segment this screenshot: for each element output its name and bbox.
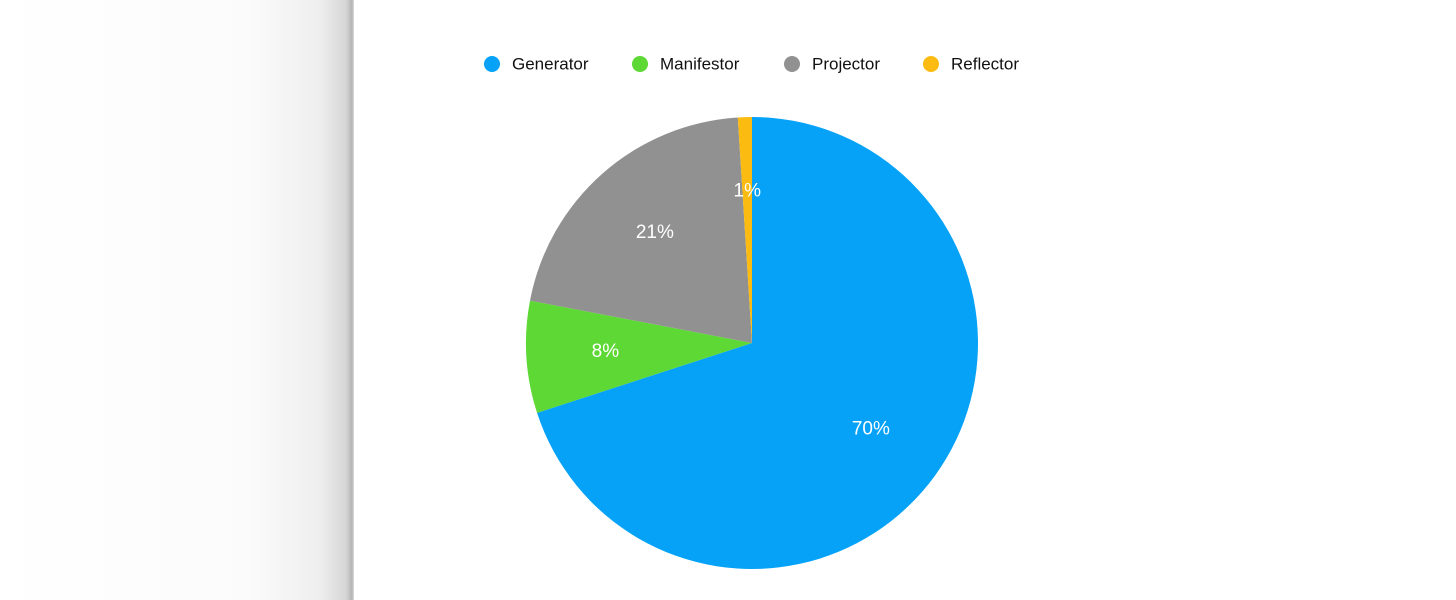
value-label: 70% (852, 418, 890, 439)
legend-label: Generator (512, 54, 589, 73)
value-label: 21% (636, 222, 674, 243)
value-label: 8% (592, 341, 620, 362)
pie-slice (530, 117, 752, 344)
legend-marker (632, 56, 648, 72)
sidebar-shadow (0, 0, 354, 600)
legend-marker (784, 56, 800, 72)
pie-slice (525, 300, 752, 413)
value-label: 1% (734, 181, 762, 202)
legend-marker (923, 56, 939, 72)
pie-slice (737, 117, 752, 343)
legend-label: Projector (812, 54, 880, 73)
legend-marker (484, 56, 500, 72)
legend-label: Manifestor (660, 54, 740, 73)
legend-label: Reflector (951, 54, 1019, 73)
pie-slice (537, 117, 979, 569)
